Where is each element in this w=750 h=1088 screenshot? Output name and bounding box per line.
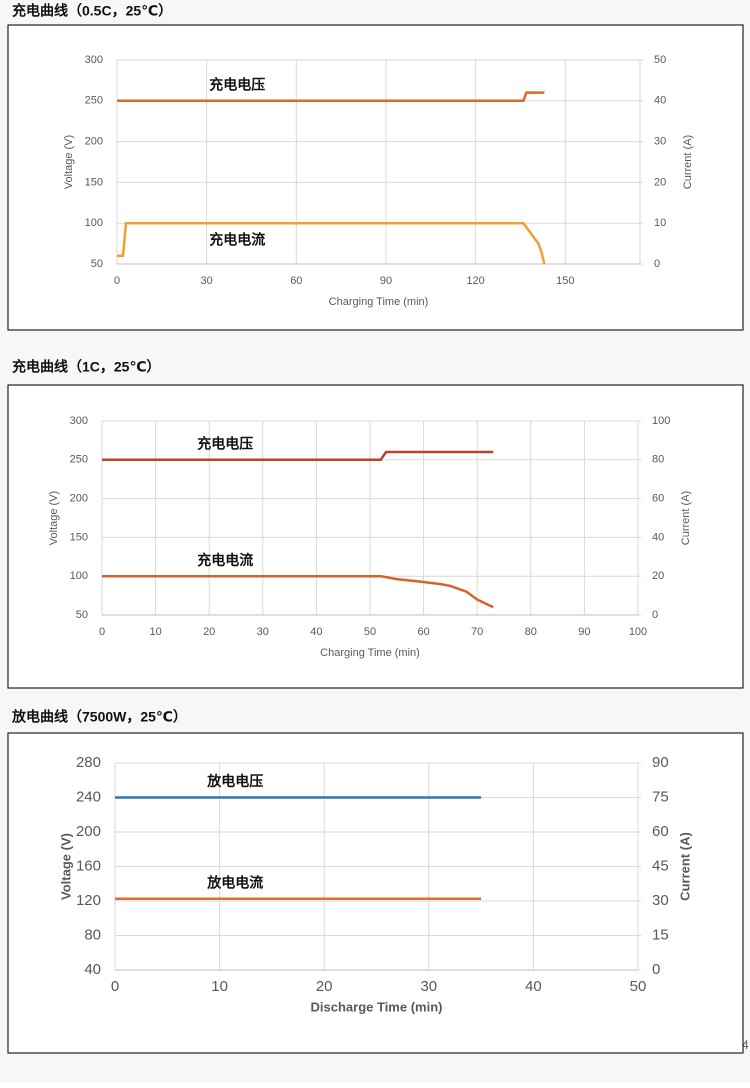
x-tick-label: 50 <box>364 626 376 638</box>
y2-tick-label: 0 <box>652 609 658 621</box>
x-tick-label: 90 <box>380 275 392 287</box>
y2-tick-label: 50 <box>654 54 666 66</box>
x-tick-label: 30 <box>257 626 269 638</box>
y-tick-label: 40 <box>84 961 101 978</box>
y2-tick-label: 0 <box>654 258 660 270</box>
x-tick-label: 40 <box>525 978 542 995</box>
y-axis-label: Voltage (V) <box>48 491 60 545</box>
series-line <box>117 221 546 265</box>
x-tick-label: 30 <box>201 275 213 287</box>
y2-axis-label: Current (A) <box>682 135 694 189</box>
y-axis-label: Voltage (V) <box>63 135 75 189</box>
x-tick-label: 0 <box>99 626 105 638</box>
y-tick-label: 280 <box>76 754 101 771</box>
series-label: 充电电压 <box>197 436 253 452</box>
x-tick-label: 90 <box>578 626 590 638</box>
x-tick-label: 50 <box>630 978 647 995</box>
x-tick-label: 0 <box>114 275 120 287</box>
x-axis-label: Charging Time (min) <box>329 296 429 308</box>
x-tick-label: 20 <box>203 626 215 638</box>
x-tick-label: 10 <box>211 978 228 995</box>
chart-frame <box>7 24 744 331</box>
y2-tick-label: 60 <box>652 493 664 505</box>
y2-tick-label: 40 <box>652 531 664 543</box>
y2-tick-label: 45 <box>652 857 669 874</box>
y2-axis-label: Current (A) <box>680 491 692 545</box>
y2-tick-label: 90 <box>652 754 669 771</box>
series-label: 放电电压 <box>206 773 263 789</box>
y-tick-label: 150 <box>70 531 88 543</box>
y-tick-label: 200 <box>76 823 101 840</box>
series-label: 充电电压 <box>209 77 265 93</box>
series-line <box>102 574 494 609</box>
x-tick-label: 0 <box>111 978 119 995</box>
y2-tick-label: 20 <box>654 176 666 188</box>
x-tick-label: 40 <box>310 626 322 638</box>
series-line <box>102 450 494 462</box>
x-tick-label: 100 <box>629 626 647 638</box>
chart-title: 充电曲线（0.5C，25℃） <box>12 3 172 19</box>
y2-axis-label: Current (A) <box>677 832 692 901</box>
y-tick-label: 250 <box>85 95 103 107</box>
x-tick-label: 30 <box>420 978 437 995</box>
chart-frame <box>7 384 744 689</box>
y-tick-label: 150 <box>85 176 103 188</box>
y2-tick-label: 30 <box>654 136 666 148</box>
y2-tick-label: 40 <box>654 95 666 107</box>
y-tick-label: 50 <box>91 258 103 270</box>
series-label: 充电电流 <box>197 552 253 568</box>
x-tick-label: 10 <box>149 626 161 638</box>
y-tick-label: 300 <box>70 415 88 427</box>
y2-tick-label: 10 <box>654 217 666 229</box>
x-tick-label: 60 <box>290 275 302 287</box>
y-tick-label: 300 <box>85 54 103 66</box>
y-tick-label: 200 <box>70 493 88 505</box>
y2-tick-label: 0 <box>652 961 660 978</box>
y-tick-label: 100 <box>70 570 88 582</box>
chart-title: 放电曲线（7500W，25℃） <box>11 709 187 725</box>
y-tick-label: 250 <box>70 454 88 466</box>
y-axis-label: Voltage (V) <box>58 833 73 900</box>
y2-tick-label: 80 <box>652 454 664 466</box>
y2-tick-label: 100 <box>652 415 670 427</box>
y2-tick-label: 60 <box>652 823 669 840</box>
x-tick-label: 150 <box>556 275 574 287</box>
x-axis-label: Discharge Time (min) <box>311 999 443 1014</box>
y2-tick-label: 30 <box>652 892 669 909</box>
series-line <box>117 91 545 103</box>
page-number: 4 <box>742 1038 749 1052</box>
y-tick-label: 80 <box>84 926 101 943</box>
chart-title: 充电曲线（1C，25℃） <box>12 359 160 375</box>
x-tick-label: 120 <box>466 275 484 287</box>
x-tick-label: 60 <box>417 626 429 638</box>
y-tick-label: 50 <box>76 609 88 621</box>
y2-tick-label: 15 <box>652 926 669 943</box>
x-axis-label: Charging Time (min) <box>320 647 420 659</box>
y-tick-label: 240 <box>76 788 101 805</box>
x-tick-label: 20 <box>316 978 333 995</box>
y-tick-label: 120 <box>76 892 101 909</box>
y-tick-label: 160 <box>76 857 101 874</box>
y-tick-label: 200 <box>85 136 103 148</box>
x-tick-label: 80 <box>525 626 537 638</box>
y-tick-label: 100 <box>85 217 103 229</box>
x-tick-label: 70 <box>471 626 483 638</box>
y2-tick-label: 75 <box>652 788 669 805</box>
chart-frame <box>7 732 744 1054</box>
series-label: 放电电流 <box>206 874 263 890</box>
series-label: 充电电流 <box>209 232 265 248</box>
y2-tick-label: 20 <box>652 570 664 582</box>
